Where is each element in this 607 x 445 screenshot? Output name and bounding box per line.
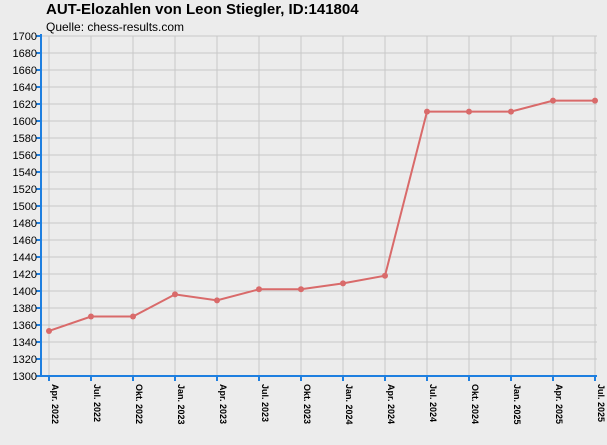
grid [41, 35, 597, 377]
data-point [298, 286, 304, 293]
y-tick-label: 1660 [13, 65, 37, 77]
x-tick-label: Jan. 2025 [512, 384, 522, 425]
x-tick-label: Jul. 2022 [92, 384, 102, 422]
x-tick-label: Jan. 2024 [344, 384, 354, 425]
y-tick-label: 1460 [13, 235, 37, 247]
data-point [382, 272, 388, 279]
y-tick-label: 1600 [13, 116, 37, 128]
x-tick-label: Apr. 2022 [50, 384, 60, 424]
series-line [48, 99, 595, 332]
y-tick-label: 1340 [13, 337, 37, 349]
y-tick-label: 1560 [13, 150, 37, 162]
x-tick-label: Apr. 2025 [554, 384, 564, 424]
data-point [88, 313, 94, 320]
y-tick-label: 1440 [13, 252, 37, 264]
x-tick-label: Okt. 2023 [302, 384, 312, 424]
data-point [550, 97, 556, 104]
y-tick-label: 1300 [13, 371, 37, 383]
y-tick-label: 1420 [13, 269, 37, 281]
x-tick-label: Jul. 2024 [428, 384, 438, 422]
chart-subtitle: Quelle: chess-results.com [46, 20, 185, 34]
data-point [508, 108, 514, 115]
x-tick-label: Okt. 2022 [134, 384, 144, 424]
y-axis-ticks: 1300 1320 1340 1360 1380 1400 1420 1440 1460 1480… [13, 31, 41, 383]
y-tick-label: 1620 [13, 99, 37, 111]
y-tick-label: 1360 [13, 320, 37, 332]
x-tick-label: Okt. 2024 [470, 384, 480, 424]
data-point [46, 327, 52, 334]
data-point [424, 108, 430, 115]
x-tick-label: Apr. 2023 [218, 384, 228, 424]
y-tick-label: 1640 [13, 82, 37, 94]
y-tick-label: 1540 [13, 167, 37, 179]
y-tick-label: 1580 [13, 133, 37, 145]
data-point [340, 280, 346, 287]
x-axis-ticks: Apr. 2022 Jul. 2022 Okt. 2022 Jan. 2023 Apr.… [48, 376, 606, 425]
y-tick-label: 1400 [13, 286, 37, 298]
x-tick-label: Jan. 2023 [176, 384, 186, 425]
y-tick-label: 1380 [13, 303, 37, 315]
y-tick-label: 1520 [13, 184, 37, 196]
series-layer [46, 97, 598, 334]
data-point [466, 108, 472, 115]
data-point [256, 286, 262, 293]
x-tick-label: Jul. 2023 [260, 384, 270, 422]
data-point [214, 297, 220, 304]
data-point [592, 97, 598, 104]
y-tick-label: 1500 [13, 201, 37, 213]
x-tick-label: Apr. 2024 [386, 384, 396, 424]
x-tick-label: Jul. 2025 [596, 384, 606, 422]
y-tick-label: 1680 [13, 48, 37, 60]
y-tick-label: 1320 [13, 354, 37, 366]
y-tick-label: 1700 [13, 31, 37, 43]
chart-title: AUT-Elozahlen von Leon Stiegler, ID:1418… [46, 1, 359, 18]
y-tick-label: 1480 [13, 218, 37, 230]
data-point [130, 313, 136, 320]
data-point [172, 291, 178, 298]
